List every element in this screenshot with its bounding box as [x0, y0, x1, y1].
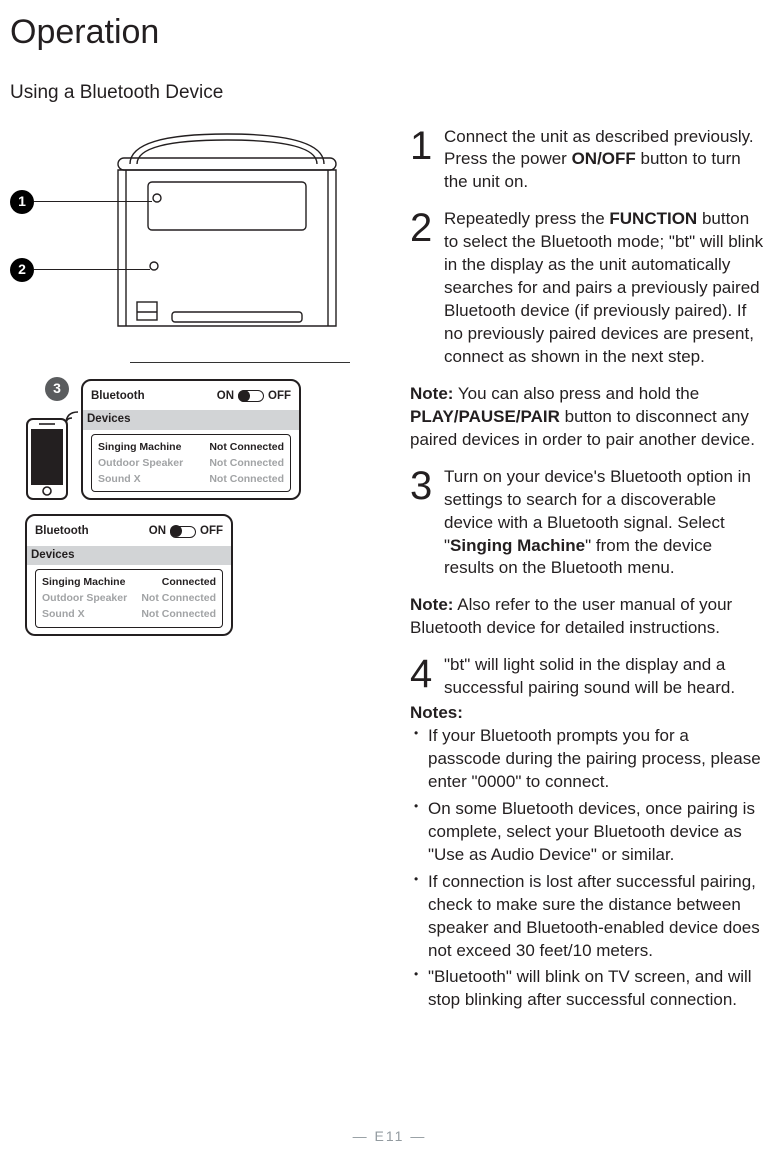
- step-number: 4: [410, 654, 444, 694]
- phone-illustration: [25, 417, 69, 508]
- notes-list: If your Bluetooth prompts you for a pass…: [410, 725, 764, 1012]
- speaker-illustration: [82, 126, 367, 336]
- list-item: On some Bluetooth devices, once pairing …: [418, 798, 764, 867]
- toggle-icon: [170, 526, 196, 538]
- device-diagram: 1 2: [10, 126, 380, 346]
- notes-label: Notes:: [410, 702, 764, 725]
- right-column: 1 Connect the unit as described previous…: [410, 126, 769, 1017]
- list-item: "Bluetooth" will blink on TV screen, and…: [418, 966, 764, 1012]
- step-3: 3 Turn on your device's Bluetooth option…: [410, 466, 764, 581]
- callout-badge: 3: [45, 377, 69, 401]
- step-number: 3: [410, 466, 444, 506]
- step-number: 2: [410, 208, 444, 248]
- toggle-on-label: ON: [217, 389, 234, 405]
- device-list: Singing MachineNot Connected Outdoor Spe…: [91, 434, 291, 493]
- list-item: If your Bluetooth prompts you for a pass…: [418, 725, 764, 794]
- callout-badge: 1: [10, 190, 34, 214]
- toggle-off-label: OFF: [268, 389, 291, 405]
- callout-1: 1: [10, 190, 152, 214]
- note-step-3: Note: Also refer to the user manual of y…: [410, 594, 764, 640]
- devices-label: Devices: [83, 410, 299, 430]
- toggle-on-label: ON: [149, 524, 166, 540]
- page-subtitle: Using a Bluetooth Device: [10, 80, 769, 106]
- page-title: Operation: [10, 10, 769, 56]
- page-footer: — E11 —: [0, 1127, 779, 1146]
- callout-3: 3: [45, 377, 69, 401]
- bluetooth-scene: 3 Bluetooth: [25, 379, 365, 636]
- step-2: 2 Repeatedly press the FUNCTION button t…: [410, 208, 764, 369]
- devices-label: Devices: [27, 546, 231, 566]
- note-step-2: Note: You can also press and hold the PL…: [410, 383, 764, 452]
- left-column: 1 2 3: [10, 126, 380, 1017]
- list-item: If connection is lost after successful p…: [418, 871, 764, 963]
- step-1: 1 Connect the unit as described previous…: [410, 126, 764, 195]
- device-list: Singing MachineConnected Outdoor Speaker…: [35, 569, 223, 628]
- bt-title: Bluetooth: [35, 524, 89, 540]
- toggle-off-label: OFF: [200, 524, 223, 540]
- bt-panel-disconnected: Bluetooth ON OFF Devices Singing Machine…: [81, 379, 301, 501]
- bt-panel-connected: Bluetooth ON OFF Devices Singing Machine…: [25, 514, 233, 636]
- step-4: 4 "bt" will light solid in the display a…: [410, 654, 764, 700]
- callout-badge: 2: [10, 258, 34, 282]
- bt-title: Bluetooth: [91, 389, 145, 405]
- callout-2: 2: [10, 258, 150, 282]
- step-number: 1: [410, 126, 444, 166]
- divider: [130, 362, 350, 363]
- toggle-icon: [238, 390, 264, 402]
